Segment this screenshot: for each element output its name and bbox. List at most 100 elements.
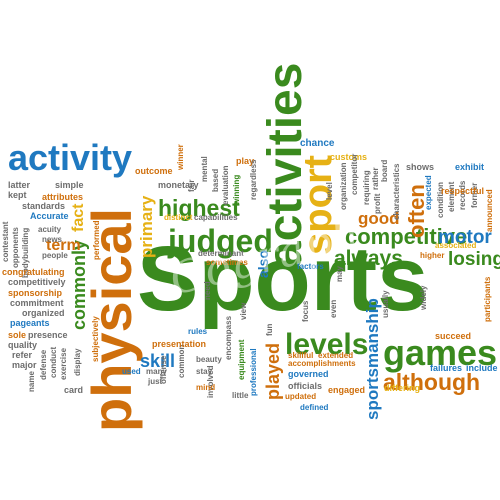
word-equipment: equipment <box>237 339 246 380</box>
word-commitment: commitment <box>10 298 64 308</box>
word-display: display <box>73 348 82 376</box>
word-factors: factors <box>297 262 324 271</box>
word-competitive: competitive <box>345 224 468 249</box>
word-governed: governed <box>288 369 329 379</box>
word-news: news <box>42 235 63 244</box>
word-view: view <box>239 302 248 320</box>
word-subjectively: subjectively <box>91 316 100 362</box>
word-pageants: pageants <box>10 318 50 328</box>
word-officials: officials <box>288 381 323 391</box>
word-presentation: presentation <box>152 339 207 349</box>
word-rather: rather <box>371 167 380 190</box>
word-also: also <box>255 249 271 278</box>
word-shows: shows <box>406 162 435 172</box>
word-name: name <box>27 371 36 392</box>
word-acuity: acuity <box>38 225 62 234</box>
word-updated: updated <box>285 392 317 401</box>
word-performed: performed <box>92 220 101 260</box>
word-based: based <box>211 168 220 192</box>
word-activity: activity <box>8 137 133 178</box>
word-losing: losing <box>448 249 500 270</box>
word-congratulating: congratulating <box>2 267 65 277</box>
word-Accurate: Accurate <box>30 211 69 221</box>
word-widely: widely <box>419 285 428 310</box>
word-sometimes: sometimes <box>206 258 248 267</box>
word-distinct: distinct <box>164 213 193 222</box>
word-sports: Sports <box>137 228 429 330</box>
word-levels: levels <box>285 328 369 361</box>
word-presence: presence <box>28 330 68 340</box>
word-highest: highest <box>158 195 240 221</box>
word-outcome: outcome <box>135 166 173 176</box>
word-skill: skill <box>140 351 176 371</box>
word-primary: primary <box>137 195 156 258</box>
word-many: many <box>146 367 167 376</box>
word-fair: fair <box>187 179 196 192</box>
word-higher: higher <box>420 251 445 260</box>
word-major: major <box>12 360 37 370</box>
word-level: level <box>325 182 334 200</box>
word-opponents: opponents <box>11 227 20 268</box>
word-mental: mental <box>200 156 209 182</box>
word-judged: judged <box>168 223 273 259</box>
word-respectful: respectful <box>441 186 485 196</box>
word-usually: usually <box>381 290 390 318</box>
word-extended: extended <box>318 351 354 360</box>
word-focus: focus <box>301 300 310 322</box>
word-monetary: monetary <box>158 180 199 190</box>
word-exhibit: exhibit <box>455 162 485 172</box>
word-attributes: attributes <box>42 192 84 202</box>
word-exercise: exercise <box>59 347 68 380</box>
word-beauty: beauty <box>196 355 222 364</box>
word-term: term <box>46 237 81 254</box>
word-requiring: requiring <box>362 170 371 205</box>
word-sportsmanship: sportsmanship <box>363 298 382 420</box>
word-used: used <box>122 367 141 376</box>
word-played: played <box>263 342 283 400</box>
word-latter: latter <box>8 180 31 190</box>
word-fact: fact <box>70 203 87 232</box>
word-accomplishments: accomplishments <box>288 359 356 368</box>
word-characteristics: characteristics <box>392 163 401 220</box>
word-skillful: skillful <box>288 351 314 360</box>
word-need: need <box>203 281 212 300</box>
word-mind: mind <box>196 383 216 392</box>
word-common: common <box>177 344 186 378</box>
word-simple: simple <box>55 180 84 190</box>
word-although: although <box>383 369 481 395</box>
word-competitively: competitively <box>8 277 66 287</box>
word-professional: professional <box>249 348 258 396</box>
word-sport: sport <box>296 155 340 255</box>
word-determinant: determinant <box>198 249 244 258</box>
word-conduct: conduct <box>49 346 58 378</box>
word-little: little <box>232 391 249 400</box>
word-kept: kept <box>8 190 27 200</box>
word-organization: organization <box>339 162 348 210</box>
word-announced: announced <box>485 189 494 232</box>
word-quality: quality <box>8 340 38 350</box>
word-chance: chance <box>300 138 335 149</box>
word-winner: winner <box>176 144 185 170</box>
word-just: just <box>148 377 163 386</box>
word-winning: winning <box>232 174 241 205</box>
word-competitor: competitor <box>350 153 359 195</box>
word-organized: organized <box>22 308 65 318</box>
word-defined: defined <box>300 403 329 412</box>
word-associated: associated <box>435 241 477 250</box>
word-play: play <box>236 156 255 166</box>
word-games: games <box>383 332 498 373</box>
word-stay: stay <box>196 367 213 376</box>
word-refer: refer <box>12 350 33 360</box>
word-standards: standards <box>22 201 66 211</box>
word-customs: customs <box>330 152 368 162</box>
word-good: good <box>358 209 400 228</box>
word-people: people <box>42 251 68 260</box>
word-succeed: succeed <box>435 331 472 341</box>
word-expected: expected <box>424 175 433 210</box>
word-participants: participants <box>483 276 492 322</box>
word-contestant: contestant <box>1 221 10 262</box>
word-differing: differing <box>384 383 420 393</box>
word-card: card <box>64 385 84 395</box>
word-failures: failures <box>430 363 463 373</box>
